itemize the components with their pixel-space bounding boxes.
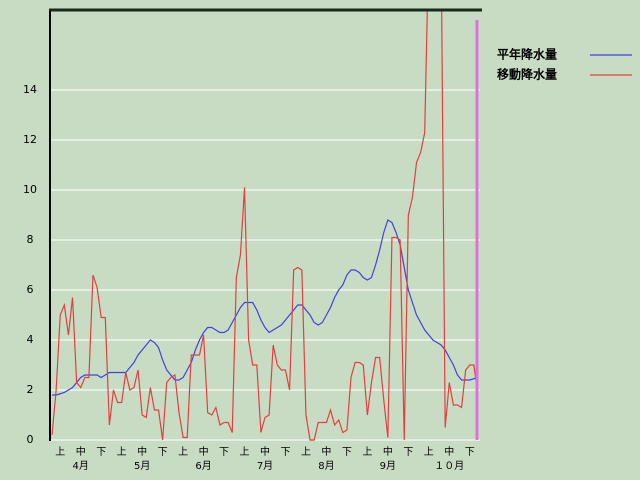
y-tick-label: 0 <box>27 433 34 446</box>
x-tick-label: 下 <box>158 447 168 458</box>
y-tick-label: 10 <box>23 183 37 196</box>
x-tick-label: 中 <box>199 445 209 458</box>
x-tick-label: 上 <box>55 446 65 458</box>
month-label: 8月 <box>318 460 334 472</box>
y-tick-label: 8 <box>27 233 34 246</box>
y-tick-label: 12 <box>23 133 37 146</box>
x-tick-label: 下 <box>219 447 229 458</box>
x-tick-label: 上 <box>301 446 311 458</box>
legend-label: 移動降水量 <box>497 67 557 82</box>
x-tick-label: 上 <box>240 446 250 458</box>
x-tick-label: 中 <box>444 445 454 458</box>
plot-area <box>51 10 479 441</box>
month-label: 7月 <box>257 460 273 472</box>
x-tick-label: 下 <box>96 447 106 458</box>
series-line <box>51 10 479 441</box>
x-tick-label: 上 <box>117 446 127 458</box>
x-tick-label: 中 <box>137 445 147 458</box>
x-tick-label: 中 <box>383 445 393 458</box>
x-tick-label: 下 <box>403 447 413 458</box>
month-label: 6月 <box>195 460 211 472</box>
x-tick-label: 上 <box>424 446 434 458</box>
y-tick-label: 14 <box>23 83 37 96</box>
grid <box>50 89 480 441</box>
x-tick-label: 上 <box>362 446 372 458</box>
legend-label: 平年降水量 <box>497 47 557 62</box>
x-tick-label: 上 <box>178 446 188 458</box>
y-tick-label: 2 <box>27 383 34 396</box>
labels: 02468101214上中下上中下上中下上中下上中下上中下上中下4月 5月 6月 7月… <box>23 47 632 472</box>
x-tick-label: 中 <box>260 445 270 458</box>
y-tick-label: 4 <box>27 333 34 346</box>
x-tick-label: 下 <box>465 447 475 458</box>
x-tick-label: 下 <box>342 447 352 458</box>
month-label: 9月 <box>380 460 396 472</box>
x-tick-label: 下 <box>280 447 290 458</box>
x-tick-label: 中 <box>76 445 86 458</box>
x-tick-label: 中 <box>321 445 331 458</box>
month-label: １０月 <box>434 460 464 472</box>
month-label: 5月 <box>134 460 150 472</box>
y-tick-label: 6 <box>27 283 34 296</box>
month-label: 4月 <box>73 460 89 472</box>
